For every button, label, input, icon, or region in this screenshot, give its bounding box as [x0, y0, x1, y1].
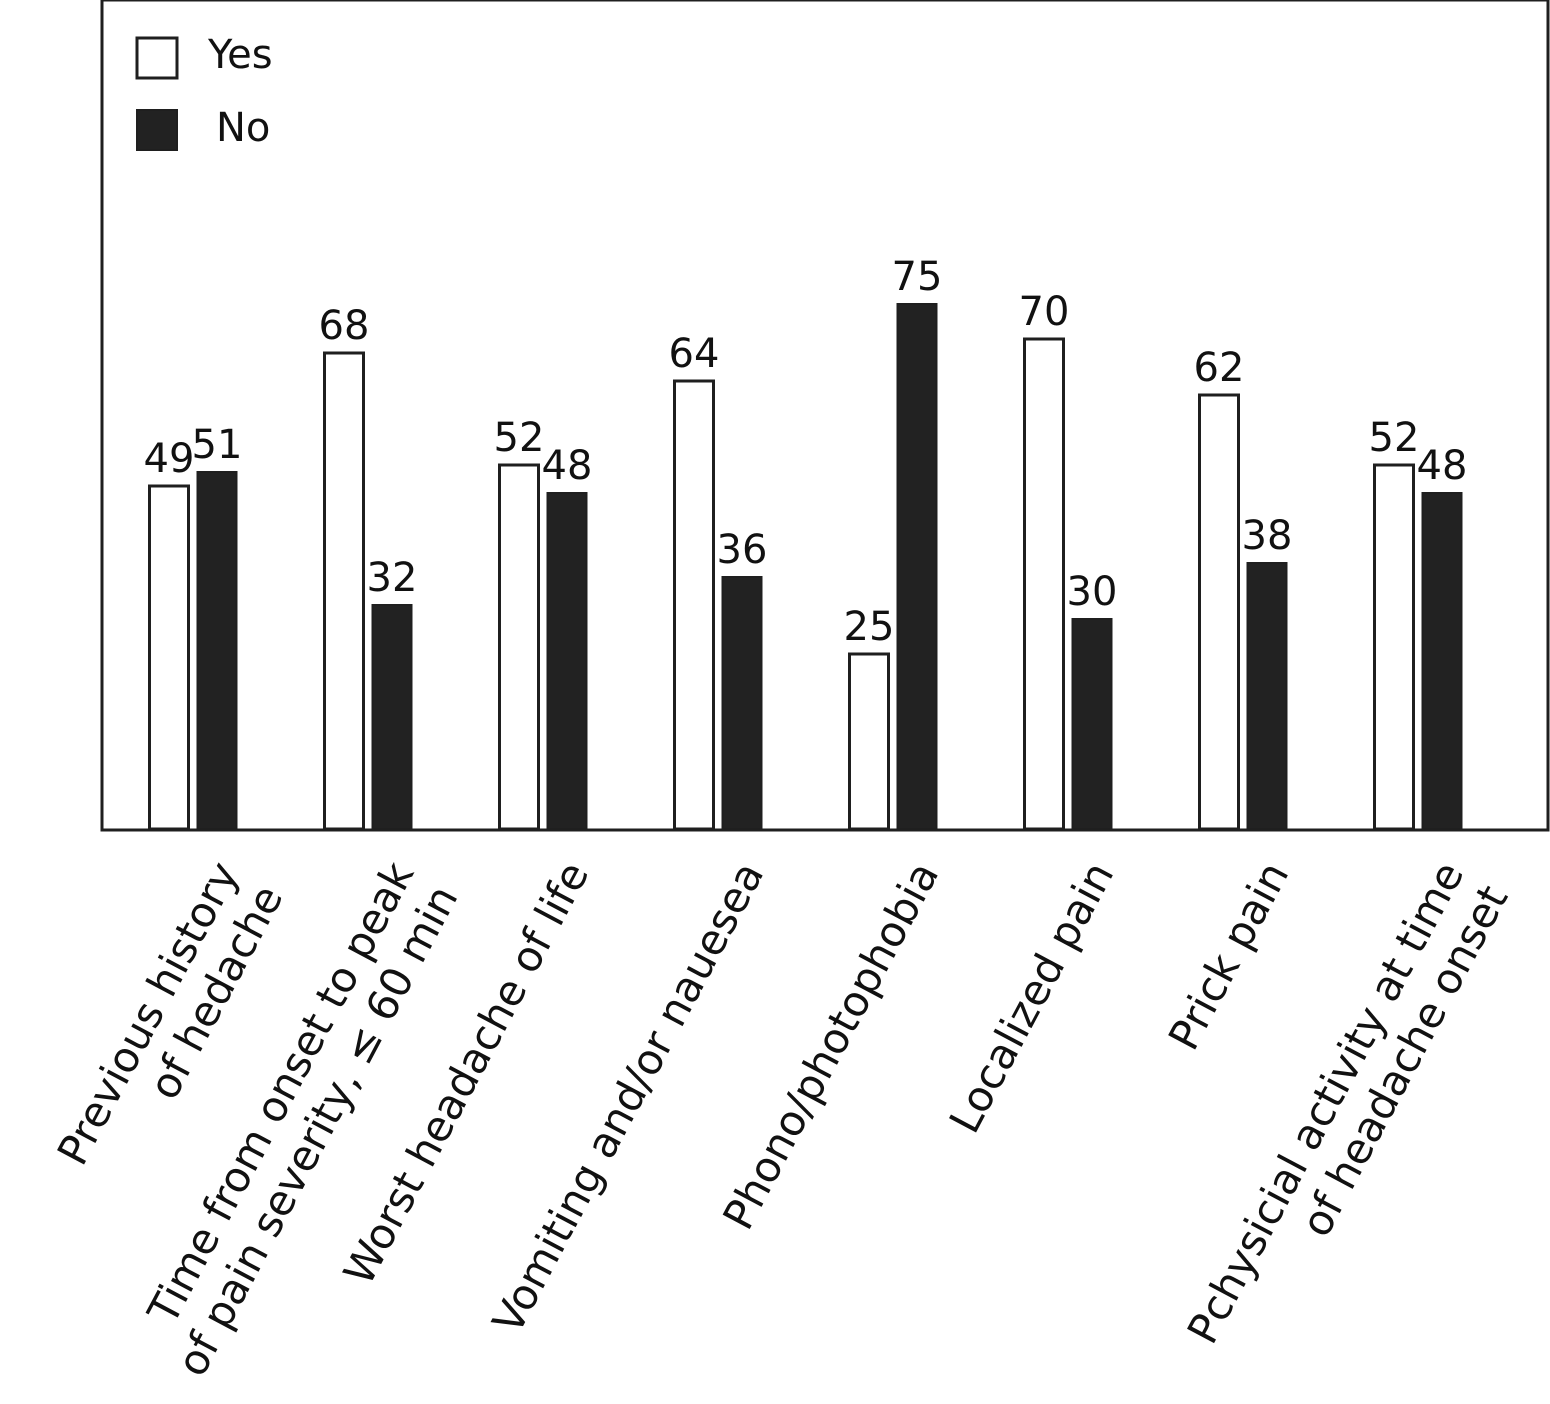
value-label-yes-6: 62	[1194, 345, 1245, 391]
bars-layer	[148, 303, 1463, 831]
bar-no-1	[371, 604, 413, 830]
bar-yes-1	[323, 351, 365, 831]
value-label-yes-2: 52	[494, 415, 545, 461]
value-label-no-7: 48	[1417, 443, 1468, 489]
category-label-6: Prick pain	[1159, 854, 1298, 1058]
category-label-line: Prick pain	[1159, 854, 1298, 1058]
bar-no-5	[1071, 618, 1113, 830]
bar-no-2	[546, 492, 588, 830]
value-label-no-6: 38	[1242, 513, 1293, 559]
bar-no-0	[196, 471, 238, 830]
bar-no-4	[896, 303, 938, 830]
value-label-no-0: 51	[192, 422, 243, 468]
value-label-yes-7: 52	[1369, 415, 1420, 461]
value-label-yes-4: 25	[844, 604, 895, 650]
value-label-yes-5: 70	[1019, 289, 1070, 335]
value-label-no-1: 32	[367, 555, 418, 601]
bar-yes-4	[848, 652, 890, 831]
bar-no-3	[721, 576, 763, 830]
bar-no-6	[1246, 562, 1288, 830]
bar-yes-6	[1198, 393, 1240, 831]
bar-no-7	[1421, 492, 1463, 830]
bar-yes-5	[1023, 337, 1065, 831]
bar-yes-2	[498, 463, 540, 831]
value-label-no-2: 48	[542, 443, 593, 489]
legend-label-no: No	[216, 105, 270, 151]
value-label-yes-0: 49	[144, 436, 195, 482]
bar-yes-7	[1373, 463, 1415, 831]
legend-swatch-yes	[135, 36, 179, 80]
value-label-no-4: 75	[892, 254, 943, 300]
value-label-no-3: 36	[717, 527, 768, 573]
value-label-no-5: 30	[1067, 569, 1118, 615]
legend-label-yes: Yes	[207, 32, 273, 78]
category-label-5: Localized pain	[940, 854, 1124, 1141]
value-label-yes-1: 68	[319, 303, 370, 349]
value-label-yes-3: 64	[669, 331, 720, 377]
bar-yes-0	[148, 484, 190, 831]
legend: Yes No	[135, 32, 273, 151]
category-label-line: Localized pain	[940, 854, 1124, 1141]
legend-swatch-no	[136, 109, 178, 151]
plot-frame	[100, 0, 1550, 832]
bar-yes-3	[673, 379, 715, 831]
